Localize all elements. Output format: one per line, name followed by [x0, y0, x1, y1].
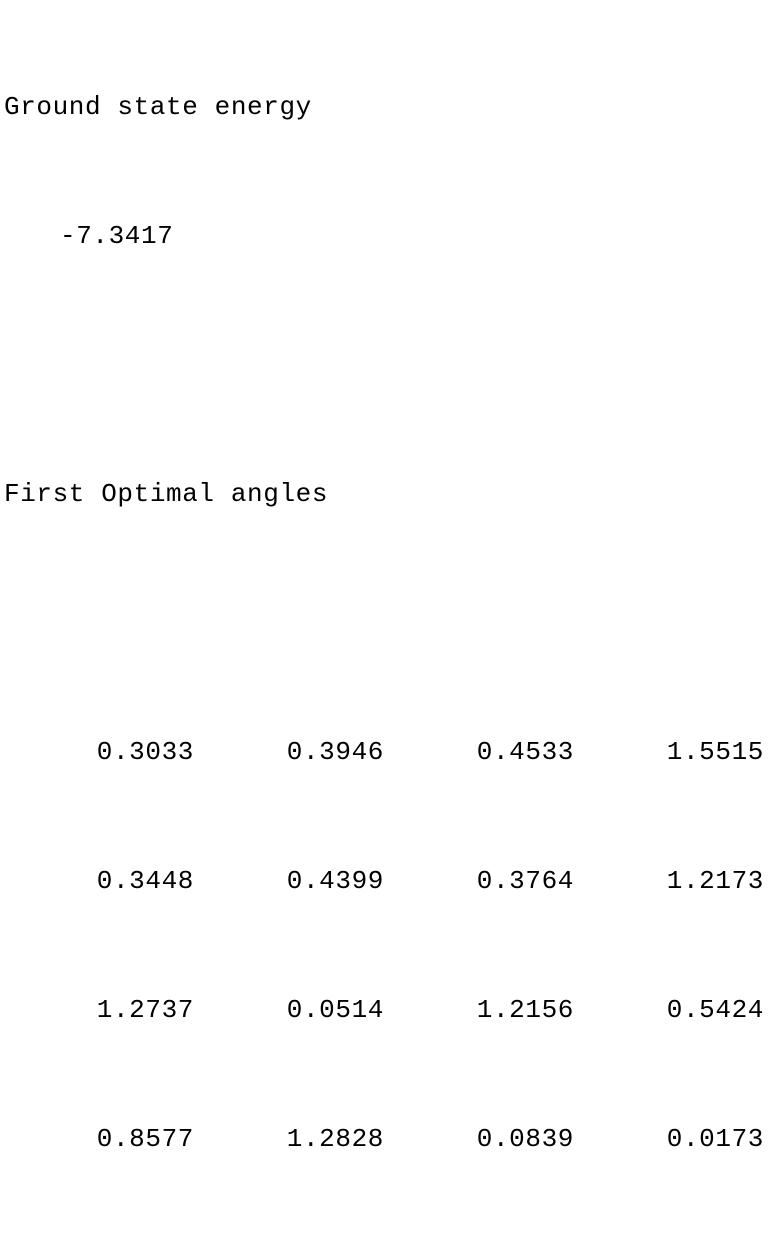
ground-state-label: Ground state energy: [4, 92, 312, 122]
matrix-cell: 1.2737: [96, 995, 194, 1025]
ground-state-value: -7.3417: [60, 221, 174, 251]
optimal-angles-label: First Optimal angles: [4, 479, 329, 509]
matrix-cell: 1.2173: [666, 866, 764, 896]
matrix-cell: 0.3033: [96, 737, 194, 767]
matrix-row: 0.3448 0.4399 0.3764 1.2173: [4, 860, 764, 903]
matrix-cell: 0.0514: [286, 995, 384, 1025]
matrix-cell: 1.2156: [476, 995, 574, 1025]
console-output: Ground state energy -7.3417 First Optima…: [4, 0, 764, 1234]
matrix-cell: 0.8577: [96, 1124, 194, 1154]
matrix-cell: 0.3448: [96, 866, 194, 896]
matrix-cell: 1.2828: [286, 1124, 384, 1154]
matrix-cell: 0.3764: [476, 866, 574, 896]
matrix-row: 0.3033 0.3946 0.4533 1.5515: [4, 731, 764, 774]
matrix-cell: 0.3946: [286, 737, 384, 767]
matrix-row: 1.2737 0.0514 1.2156 0.5424: [4, 989, 764, 1032]
matrix-cell: 0.0173: [666, 1124, 764, 1154]
matrix-cell: 0.0839: [476, 1124, 574, 1154]
matrix-cell: 0.4533: [476, 737, 574, 767]
matrix-cell: 0.4399: [286, 866, 384, 896]
matrix-cell: 0.5424: [666, 995, 764, 1025]
matrix-row: 0.8577 1.2828 0.0839 0.0173: [4, 1118, 764, 1161]
optimal-angles-matrix: 0.3033 0.3946 0.4533 1.5515 0.3448 0.439…: [4, 645, 764, 1234]
matrix-cell: 1.5515: [666, 737, 764, 767]
blank-line: [4, 344, 764, 387]
